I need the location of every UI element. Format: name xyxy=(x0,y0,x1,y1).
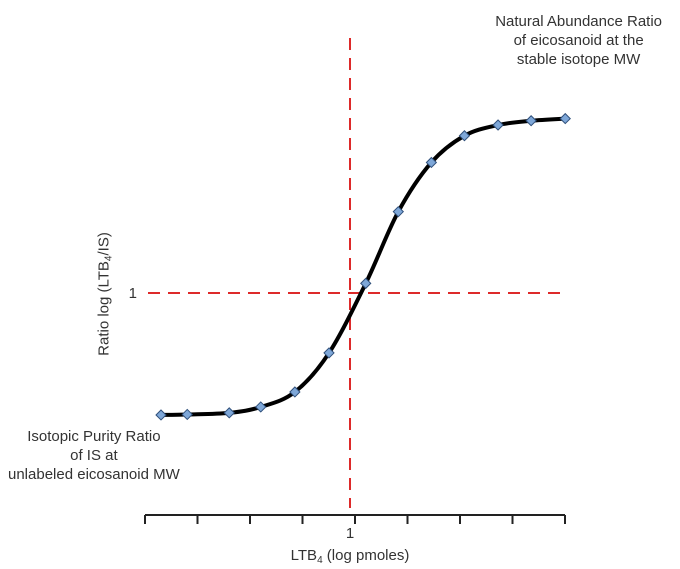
x-axis xyxy=(144,514,566,524)
tick-labels: 11 xyxy=(129,285,355,542)
data-point-marker-7 xyxy=(360,277,372,290)
x-axis-label-subscript: 4 xyxy=(317,555,323,566)
data-point-marker-6 xyxy=(323,347,335,359)
curve-layer xyxy=(159,116,568,417)
y-axis-label: Ratio log (LTB4/IS) xyxy=(96,232,115,356)
data-point-marker-9 xyxy=(425,156,438,169)
data-point-marker-5 xyxy=(289,386,301,398)
data-point-marker-4 xyxy=(255,401,267,413)
x-axis-label-suffix: (log pmoles) xyxy=(322,547,410,564)
reference-lines xyxy=(148,38,560,508)
data-point-marker-1 xyxy=(155,409,167,421)
y-axis-label-prefix: Ratio log (LTB xyxy=(95,261,113,356)
annotation-bottom-line-1: Isotopic Purity Ratio xyxy=(27,428,161,445)
isotopic-purity-annotation: Isotopic Purity Ratio of IS at unlabeled… xyxy=(8,427,180,484)
x-axis-label-prefix: LTB xyxy=(290,547,318,564)
data-point-marker-11 xyxy=(492,119,504,131)
annotation-top-line-1: Natural Abundance Ratio xyxy=(495,13,662,30)
sigmoid-curve xyxy=(159,116,568,417)
natural-abundance-annotation: Natural Abundance Ratio of eicosanoid at… xyxy=(495,12,662,69)
markers-layer xyxy=(155,112,571,421)
annotation-top-line-3: stable isotope MW xyxy=(516,51,641,68)
data-point-marker-10 xyxy=(458,130,471,142)
data-point-marker-8 xyxy=(392,205,405,218)
y-tick-label-1: 1 xyxy=(129,285,137,302)
annotation-bottom-line-2: of IS at xyxy=(70,447,118,464)
x-axis-label: LTB4 (log pmoles) xyxy=(291,547,410,566)
data-point-marker-13 xyxy=(559,112,571,125)
x-tick-label-1: 1 xyxy=(346,525,354,542)
data-point-marker-3 xyxy=(223,407,235,419)
y-axis-label-suffix: /IS) xyxy=(95,232,113,256)
annotation-top-line-2: of eicosanoid at the xyxy=(513,32,644,49)
y-axis-label-subscript: 4 xyxy=(103,255,115,262)
data-point-marker-2 xyxy=(181,408,193,421)
annotation-bottom-line-3: unlabeled eicosanoid MW xyxy=(8,466,180,483)
data-point-marker-12 xyxy=(525,115,537,127)
